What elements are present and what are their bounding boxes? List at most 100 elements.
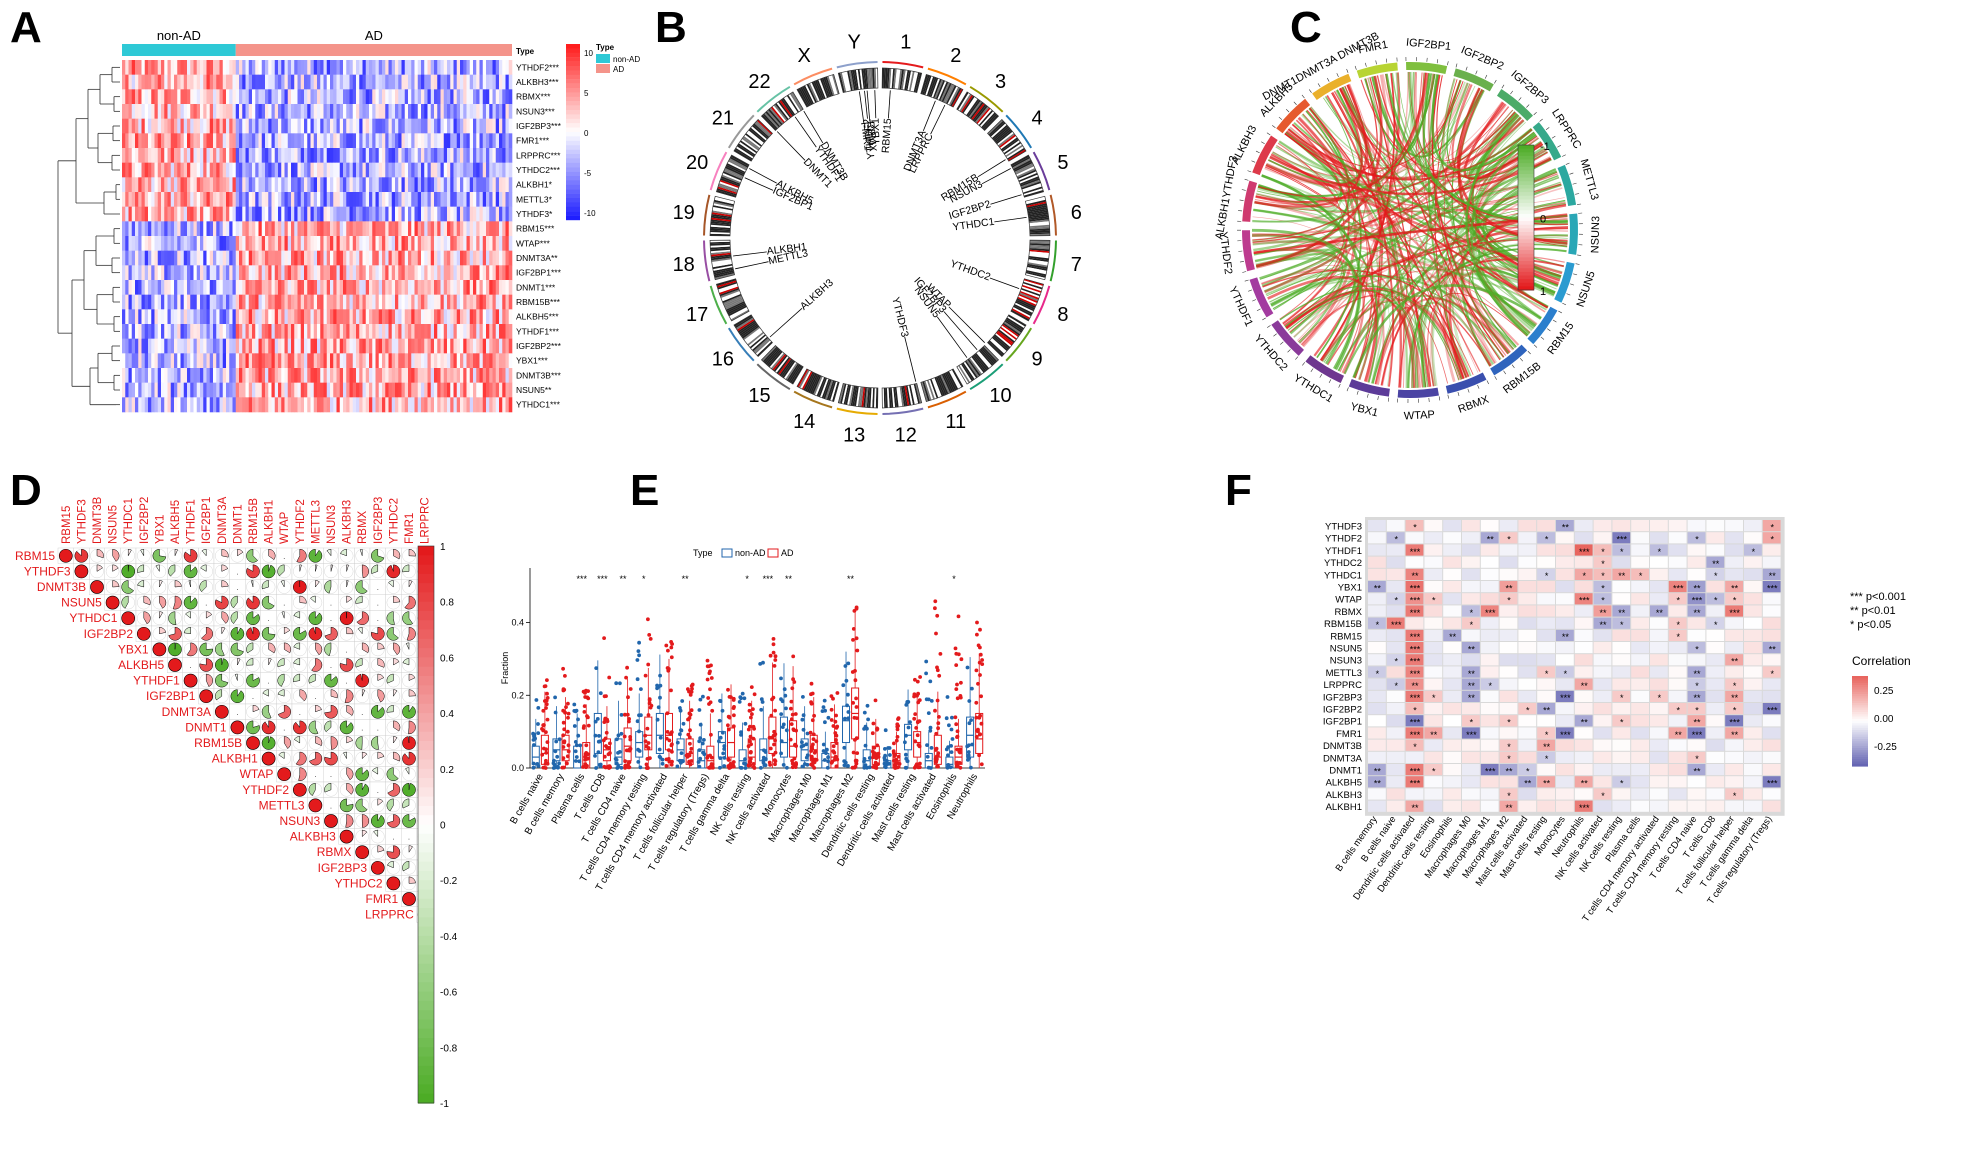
heatmap-cell xyxy=(404,177,409,193)
heatmap-cell xyxy=(352,133,357,149)
heatmap-cell xyxy=(232,265,237,281)
heatmap-cell xyxy=(131,74,136,90)
karyotype-band xyxy=(949,370,960,389)
heatmap-cell xyxy=(473,368,477,383)
heatmap-cell xyxy=(268,280,272,295)
heatmap-cell xyxy=(424,397,428,413)
heatmap-cell xyxy=(135,162,139,178)
heatmap-cell xyxy=(209,236,214,251)
heatmap-cell xyxy=(463,265,467,281)
heatmap-cell xyxy=(365,294,370,310)
heatmap-cell xyxy=(359,236,363,251)
heatmap-cell xyxy=(193,192,198,207)
heatmap-cell xyxy=(313,118,318,134)
heatmap-cell xyxy=(466,118,471,134)
heatmap-cell xyxy=(180,368,185,383)
heatmap-cell xyxy=(180,382,185,398)
heatmap-cell xyxy=(486,177,490,193)
correlation-pie xyxy=(137,564,145,573)
heatmap-cell xyxy=(369,192,373,207)
heatmap-cell xyxy=(460,250,464,266)
heatmap-cell xyxy=(125,368,129,383)
heatmap-cell xyxy=(190,338,194,354)
heatmap-cell xyxy=(154,353,159,369)
heatmap-cell xyxy=(385,265,389,281)
heatmap-cell xyxy=(323,353,328,369)
heatmap-cell xyxy=(333,177,337,193)
heatmap-cell xyxy=(421,250,425,266)
heatmap-cell xyxy=(359,294,363,310)
heatmap-cell xyxy=(122,294,126,310)
heatmap-cell xyxy=(385,294,389,310)
heatmap-cell xyxy=(216,338,220,354)
heatmap-cell xyxy=(440,338,445,354)
colorbar-step xyxy=(566,83,580,89)
chromosome-label: 21 xyxy=(712,108,734,130)
heatmap-cell xyxy=(317,162,321,178)
heatmap-cell xyxy=(235,236,240,251)
colorbar-step xyxy=(1518,224,1534,229)
heatmap-cell xyxy=(294,133,298,149)
heatmap-cell xyxy=(294,104,298,119)
heatmap-cell xyxy=(382,353,386,369)
heatmap-cell xyxy=(157,162,162,178)
heatmap-cell xyxy=(281,338,285,354)
heatmap-cell xyxy=(326,192,331,207)
correlation-pie xyxy=(293,673,301,683)
heatmap-cell xyxy=(125,309,129,325)
heatmap-cell xyxy=(336,133,341,149)
colorbar-step xyxy=(1518,271,1534,276)
heatmap-cell xyxy=(297,338,302,354)
heatmap-cell xyxy=(362,250,367,266)
heatmap-cell xyxy=(369,309,373,325)
heatmap-cell xyxy=(232,236,237,251)
heatmap-cell xyxy=(466,74,471,90)
heatmap-cell xyxy=(196,250,201,266)
karyotype-band xyxy=(729,156,749,168)
heatmap-cell xyxy=(307,221,311,237)
heatmap-cell xyxy=(297,60,302,75)
heatmap-cell xyxy=(349,309,354,325)
correlation-pie xyxy=(371,626,385,641)
heatmap-cell xyxy=(248,338,253,354)
karyotype-band xyxy=(872,387,875,408)
heatmap-cell xyxy=(482,74,487,90)
heatmap-cell xyxy=(421,382,425,398)
sector-tick xyxy=(1272,125,1276,129)
heatmap-cell xyxy=(333,353,337,369)
karyotype-band xyxy=(712,265,733,271)
karyotype-band xyxy=(755,340,772,356)
karyotype-band xyxy=(868,387,872,408)
chromosome-label: 18 xyxy=(673,254,695,276)
heatmap-cell xyxy=(414,294,419,310)
sector-tick xyxy=(1255,150,1260,154)
heatmap-cell xyxy=(476,250,480,266)
heatmap-cell xyxy=(183,148,188,163)
karyotype-band xyxy=(982,346,998,363)
correlation-pie xyxy=(199,658,213,672)
heatmap-cell xyxy=(255,280,259,295)
heatmap-cell xyxy=(135,104,139,119)
karyotype-band xyxy=(741,325,760,339)
karyotype-band xyxy=(934,377,944,397)
heatmap-cell xyxy=(261,368,266,383)
karyotype-band xyxy=(872,68,875,89)
heatmap-cell xyxy=(469,353,474,369)
heatmap-cell xyxy=(138,177,142,193)
correlation-pie xyxy=(246,673,260,688)
heatmap-cell xyxy=(310,338,315,354)
heatmap-cell xyxy=(339,89,344,105)
correlation-dot: . xyxy=(236,569,238,576)
heatmap-cell xyxy=(427,148,432,163)
heatmap-cell xyxy=(437,133,441,149)
heatmap-cell xyxy=(339,104,344,119)
colorbar-step xyxy=(566,202,580,207)
heatmap-cell xyxy=(261,148,266,163)
heatmap-cell xyxy=(200,382,204,398)
heatmap-cell xyxy=(440,162,445,178)
heatmap-cell xyxy=(417,353,422,369)
heatmap-cell xyxy=(492,353,497,369)
heatmap-cell xyxy=(313,133,318,149)
heatmap-cell xyxy=(437,118,441,134)
heatmap-cell xyxy=(300,353,305,369)
